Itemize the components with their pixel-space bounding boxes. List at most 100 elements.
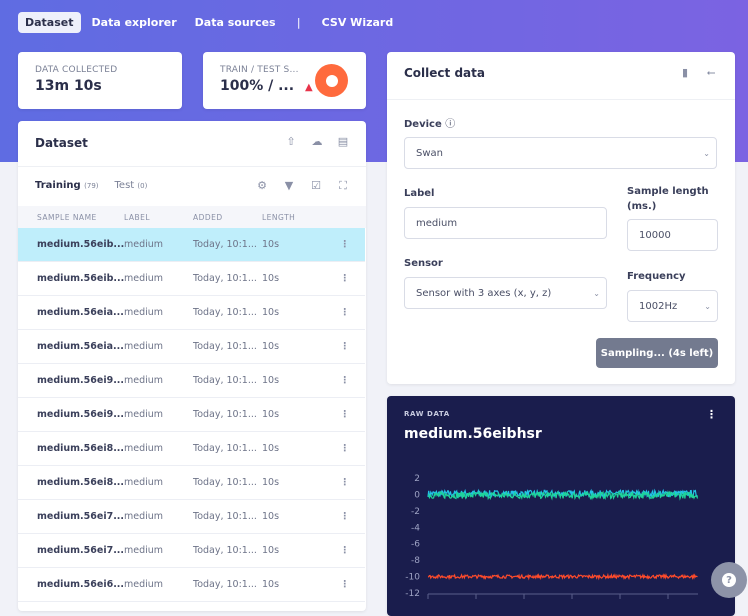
table-row[interactable]: medium.56ei8... medium Today, 10:1... 10s ⋮ xyxy=(18,432,365,466)
table-row[interactable]: medium.56eia... medium Today, 10:1... 10s ⋮ xyxy=(18,330,365,364)
help-icon[interactable]: ⓘ xyxy=(445,119,456,130)
row-menu-icon[interactable]: ⋮ xyxy=(340,511,350,522)
table-row[interactable]: medium.56ei9... medium Today, 10:1... 10s ⋮ xyxy=(18,398,365,432)
series-y-line xyxy=(427,490,699,501)
sample-label: medium xyxy=(124,273,164,284)
file-export-icon[interactable]: ▤ xyxy=(337,135,349,148)
row-menu-icon[interactable]: ⋮ xyxy=(340,239,350,250)
sensor-select[interactable]: Sensor with 3 axes (x, y, z) ⌄ xyxy=(404,277,607,309)
sample-label: medium xyxy=(124,409,164,420)
y-tick-label: -8 xyxy=(411,556,420,566)
sample-added: Today, 10:1... xyxy=(193,477,257,488)
settings-view-icon[interactable]: ⚙ xyxy=(257,179,267,192)
row-menu-icon[interactable]: ⋮ xyxy=(340,579,350,590)
device-chip-icon[interactable]: ▮ xyxy=(681,66,689,79)
nav-separator: | xyxy=(296,16,301,29)
row-menu-icon[interactable]: ⋮ xyxy=(340,341,350,352)
tab-dataset[interactable]: Dataset xyxy=(18,12,81,33)
table-row[interactable]: medium.56ei8... medium Today, 10:1... 10s ⋮ xyxy=(18,466,365,500)
upload-icon[interactable]: ⇧ xyxy=(286,135,296,148)
sample-added: Today, 10:1... xyxy=(193,341,257,352)
dataset-card: Dataset ⇧ ☁ ▤ Training (79) Test (0) ⚙ ▼… xyxy=(18,121,366,611)
sample-label: medium xyxy=(124,579,164,590)
label-input[interactable]: medium xyxy=(404,207,607,239)
train-test-split-value: 100% / ... xyxy=(220,78,295,94)
tab-csv-wizard[interactable]: CSV Wizard xyxy=(321,16,394,29)
sample-name: medium.56ei7... xyxy=(37,545,125,556)
sample-length: 10s xyxy=(262,239,280,250)
sensor-label: Sensor xyxy=(404,258,443,269)
more-options-icon[interactable]: ⋮ xyxy=(706,408,717,421)
table-row[interactable]: medium.56eib... medium Today, 10:1... 10s ⋮ xyxy=(18,228,365,262)
select-checkbox-icon[interactable]: ☑ xyxy=(311,179,321,192)
col-length[interactable]: LENGTH xyxy=(262,212,296,222)
tab-training[interactable]: Training (79) xyxy=(35,180,99,191)
usb-icon[interactable]: ⭠ xyxy=(706,66,716,79)
raw-data-label: RAW DATA xyxy=(404,410,450,418)
y-tick-label: 2 xyxy=(414,474,420,484)
sample-name: medium.56eib... xyxy=(37,273,125,284)
tab-test[interactable]: Test (0) xyxy=(114,180,148,191)
sample-length-label: Sample length (ms.) xyxy=(627,186,709,212)
table-row[interactable]: medium.56eib... medium Today, 10:1... 10s ⋮ xyxy=(18,262,365,296)
sample-added: Today, 10:1... xyxy=(193,307,257,318)
sample-added: Today, 10:1... xyxy=(193,545,257,556)
series-x-line xyxy=(427,488,699,500)
collect-data-card: Collect data ▮ ⭠ Device ⓘ Swan ⌄ Label me… xyxy=(387,52,735,384)
table-header: SAMPLE NAME LABEL ADDED LENGTH xyxy=(18,206,366,228)
row-menu-icon[interactable]: ⋮ xyxy=(340,477,350,488)
row-menu-icon[interactable]: ⋮ xyxy=(340,273,350,284)
sample-added: Today, 10:1... xyxy=(193,511,257,522)
device-label: Device xyxy=(404,119,442,130)
dataset-tabs: Training (79) Test (0) xyxy=(35,180,147,191)
sample-name: medium.56eia... xyxy=(37,341,124,352)
train-test-split-label: TRAIN / TEST S... xyxy=(220,65,299,75)
sample-name: medium.56eia... xyxy=(37,307,124,318)
sample-added: Today, 10:1... xyxy=(193,273,257,284)
help-button[interactable]: ? xyxy=(711,562,747,598)
cloud-upload-icon[interactable]: ☁ xyxy=(311,135,323,148)
tab-data-explorer[interactable]: Data explorer xyxy=(91,16,177,29)
expand-icon[interactable]: ⛶ xyxy=(339,179,347,192)
row-menu-icon[interactable]: ⋮ xyxy=(340,443,350,454)
col-added[interactable]: ADDED xyxy=(193,212,223,222)
table-row[interactable]: medium.56eia... medium Today, 10:1... 10s ⋮ xyxy=(18,296,365,330)
tab-data-sources[interactable]: Data sources xyxy=(194,16,276,29)
sample-name: medium.56ei9... xyxy=(37,409,125,420)
col-sample-name[interactable]: SAMPLE NAME xyxy=(37,212,97,222)
data-collected-card: DATA COLLECTED 13m 10s xyxy=(18,52,182,109)
table-row[interactable]: medium.56ei7... medium Today, 10:1... 10s ⋮ xyxy=(18,534,365,568)
table-row[interactable]: medium.56ei6... medium Today, 10:1... 10s ⋮ xyxy=(18,568,365,602)
frequency-select[interactable]: 1002Hz ⌄ xyxy=(627,290,718,322)
table-row[interactable]: medium.56ei7... medium Today, 10:1... 10s ⋮ xyxy=(18,500,365,534)
sample-label: medium xyxy=(124,307,164,318)
sample-label: medium xyxy=(124,341,164,352)
sample-added: Today, 10:1... xyxy=(193,443,257,454)
sample-name: medium.56ei6... xyxy=(37,579,125,590)
y-tick-label: 0 xyxy=(414,490,420,500)
raw-data-title: medium.56eibhsr xyxy=(404,426,542,442)
dataset-title: Dataset xyxy=(35,136,88,150)
row-menu-icon[interactable]: ⋮ xyxy=(340,545,350,556)
col-label[interactable]: LABEL xyxy=(124,212,151,222)
row-menu-icon[interactable]: ⋮ xyxy=(340,409,350,420)
sample-length-input[interactable]: 10000 xyxy=(627,219,718,251)
filter-icon[interactable]: ▼ xyxy=(284,179,294,192)
sample-label: medium xyxy=(124,545,164,556)
sample-name: medium.56ei8... xyxy=(37,477,125,488)
table-row[interactable]: medium.56ei9... medium Today, 10:1... 10s ⋮ xyxy=(18,364,365,398)
sample-added: Today, 10:1... xyxy=(193,239,257,250)
sample-length: 10s xyxy=(262,273,280,284)
top-nav: Dataset Data explorer Data sources | CSV… xyxy=(18,12,400,33)
sample-label: medium xyxy=(124,443,164,454)
collect-data-title: Collect data xyxy=(404,66,485,80)
label-label: Label xyxy=(404,188,435,199)
row-menu-icon[interactable]: ⋮ xyxy=(340,307,350,318)
sample-name: medium.56eib... xyxy=(37,239,125,250)
sample-length: 10s xyxy=(262,307,280,318)
warning-icon: ▲ xyxy=(304,82,313,93)
sampling-button[interactable]: Sampling... (4s left) xyxy=(596,338,718,368)
row-menu-icon[interactable]: ⋮ xyxy=(340,375,350,386)
series-z-line xyxy=(427,572,698,581)
device-select[interactable]: Swan ⌄ xyxy=(404,137,717,169)
